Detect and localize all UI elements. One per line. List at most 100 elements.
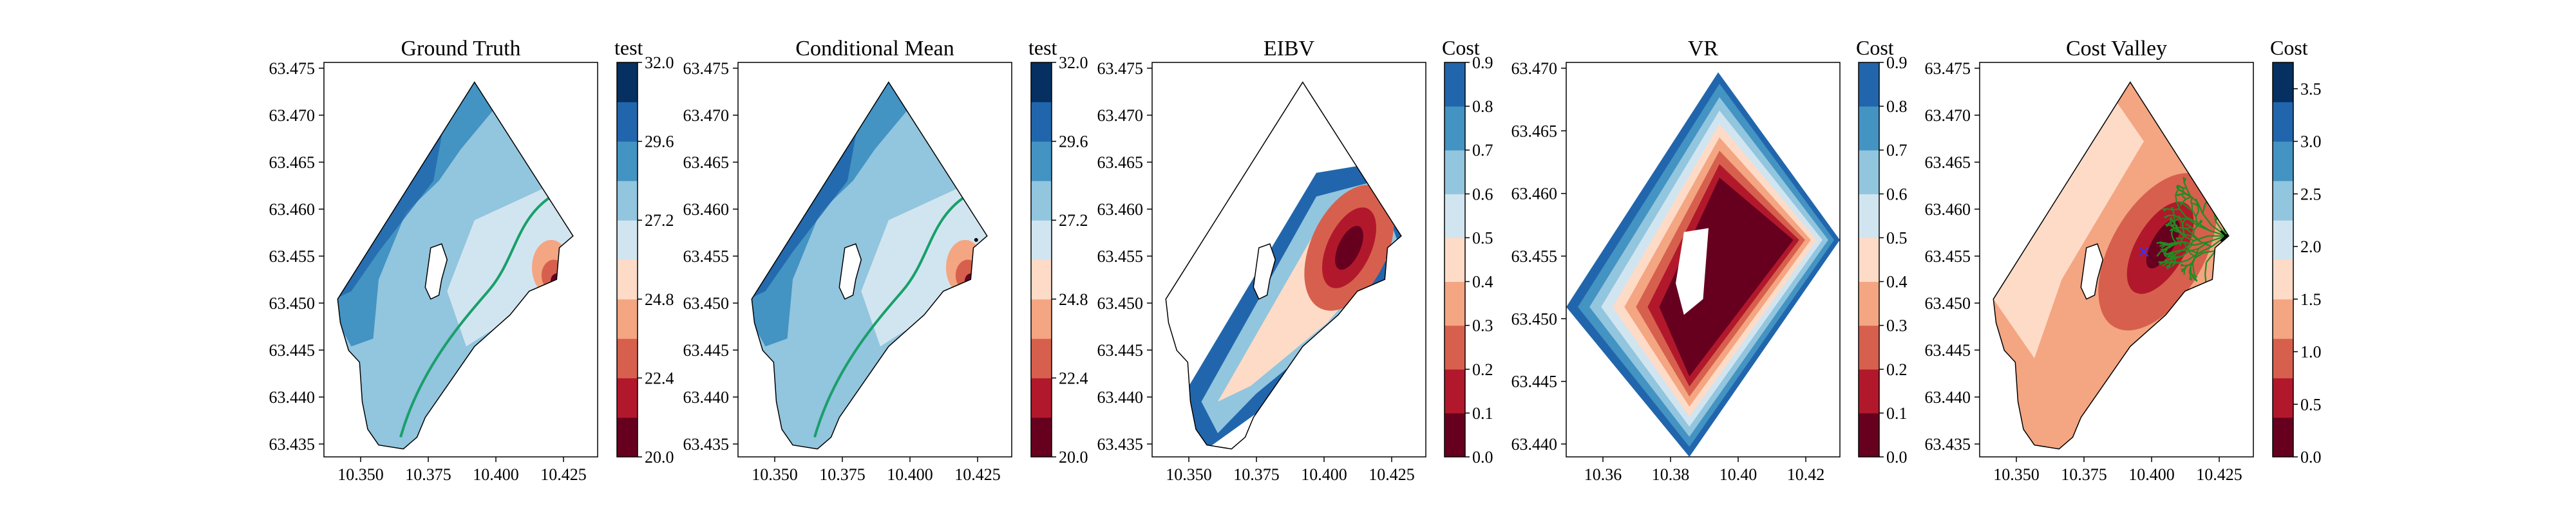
colorbar-label-4-5: 1.0 xyxy=(2300,343,2322,362)
ytick-label-0-8: 63.435 xyxy=(269,435,316,454)
path-tree-edge xyxy=(2224,185,2231,192)
path-tree-edge xyxy=(2216,297,2217,301)
path-tree-edge xyxy=(2223,295,2226,297)
ytick-label-0-4: 63.455 xyxy=(269,247,316,266)
panel-2: EIBV xyxy=(1152,37,1426,457)
ytick-label-1-4: 63.455 xyxy=(683,247,730,266)
colorbar-band-0-0 xyxy=(617,418,638,458)
ytick-label-1-8: 63.435 xyxy=(683,435,730,454)
path-tree-edge xyxy=(2172,230,2173,234)
path-tree-edge xyxy=(2216,185,2220,191)
xtick-label-1-3: 10.425 xyxy=(954,465,1001,484)
path-tree-edge xyxy=(2191,198,2192,201)
ytick-label-3-2: 63.460 xyxy=(1511,185,1558,203)
path-tree-edge xyxy=(2190,277,2191,280)
colorbar-label-3-3: 0.6 xyxy=(1886,185,1908,203)
colorbar-band-0-8 xyxy=(617,102,638,142)
ytick-label-1-7: 63.440 xyxy=(683,388,730,407)
colorbar-band-2-1 xyxy=(1444,369,1465,414)
path-tree-edge xyxy=(2218,186,2222,194)
path-tree-edge xyxy=(2217,296,2220,302)
path-tree-edge xyxy=(2225,186,2228,189)
path-tree-edge xyxy=(2236,192,2240,196)
colorbar-label-3-6: 0.3 xyxy=(1886,317,1908,335)
xtick-label-2-2: 10.400 xyxy=(1301,465,1347,484)
path-tree-edge xyxy=(2204,182,2208,183)
path-tree-edge xyxy=(2175,195,2176,201)
path-tree-edge xyxy=(2206,284,2212,288)
path-tree-edge xyxy=(2215,293,2216,297)
colorbar-band-3-0 xyxy=(1859,413,1879,458)
colorbar-band-4-3 xyxy=(2273,299,2293,339)
path-tree-edge xyxy=(2218,174,2221,180)
colorbar-band-1-0 xyxy=(1031,418,1052,458)
path-tree-edge xyxy=(2192,203,2195,204)
colorbar-band-3-1 xyxy=(1859,369,1879,414)
path-tree-edge xyxy=(2164,245,2170,246)
path-tree-edge xyxy=(2221,199,2222,210)
path-tree-edge xyxy=(2231,183,2233,186)
colorbar-band-0-1 xyxy=(617,378,638,418)
path-tree-edge xyxy=(2213,202,2219,203)
colorbar-band-4-4 xyxy=(2273,260,2293,300)
path-tree-edge xyxy=(2220,290,2224,293)
ytick-label-2-7: 63.440 xyxy=(1097,388,1144,407)
path-tree-edge xyxy=(2221,207,2226,219)
panel-title-1: Conditional Mean xyxy=(795,37,954,60)
path-tree-edge xyxy=(2213,202,2217,205)
path-tree-edge xyxy=(2198,206,2199,211)
path-tree-edge xyxy=(2219,203,2224,204)
colorbar-label-2-1: 0.8 xyxy=(1472,97,1493,116)
ytick-label-2-4: 63.455 xyxy=(1097,247,1144,266)
path-tree-edge xyxy=(2225,168,2229,172)
panel-title-4: Cost Valley xyxy=(2066,37,2167,60)
path-tree-edge xyxy=(2214,293,2217,297)
ytick-label-2-2: 63.465 xyxy=(1097,153,1144,172)
path-tree-edge xyxy=(2241,179,2244,182)
path-tree-edge xyxy=(2237,179,2239,184)
path-tree-edge xyxy=(2231,182,2239,185)
xtick-label-1-1: 10.375 xyxy=(819,465,866,484)
path-tree-edge xyxy=(2206,284,2209,292)
path-tree-edge xyxy=(2215,171,2218,174)
path-tree-edge xyxy=(2193,270,2194,275)
panel-4: Cost Valley xyxy=(1980,37,2253,457)
path-tree-edge xyxy=(2231,182,2232,186)
colorbar-title-2: Cost xyxy=(1442,36,1480,59)
path-tree-edge xyxy=(2202,180,2207,181)
path-tree-edge xyxy=(2222,300,2224,304)
colorbar-label-1-0: 32.0 xyxy=(1059,53,1088,72)
path-tree-edge xyxy=(2244,178,2248,180)
colorbar-label-1-1: 29.6 xyxy=(1059,133,1088,151)
colorbar-label-1-2: 27.2 xyxy=(1059,211,1088,230)
ytick-label-2-1: 63.470 xyxy=(1097,106,1144,125)
path-tree-edge xyxy=(2237,199,2240,201)
path-tree-edge xyxy=(2215,172,2219,175)
colorbar-band-3-2 xyxy=(1859,326,1879,370)
path-tree-edge xyxy=(2221,297,2223,300)
xtick-label-0-0: 10.350 xyxy=(337,465,384,484)
colorbar-label-0-1: 29.6 xyxy=(645,133,674,151)
path-tree-edge xyxy=(2224,185,2228,187)
colorbar-band-2-6 xyxy=(1444,150,1465,194)
path-tree-edge xyxy=(2240,187,2242,192)
path-tree-edge xyxy=(2221,201,2222,210)
xtick-label-2-0: 10.350 xyxy=(1166,465,1212,484)
xtick-label-0-1: 10.375 xyxy=(405,465,451,484)
xtick-label-1-0: 10.350 xyxy=(752,465,798,484)
path-tree-edge xyxy=(2207,180,2213,181)
path-tree-edge xyxy=(2215,186,2217,188)
colorbar-label-3-4: 0.5 xyxy=(1886,228,1908,247)
path-tree-edge xyxy=(2213,195,2216,207)
path-tree-edge xyxy=(2225,174,2228,177)
path-tree-edge xyxy=(2211,293,2214,298)
path-tree-edge xyxy=(2219,175,2223,178)
ytick-label-4-8: 63.435 xyxy=(1925,435,1971,454)
waypoint-marker-0 xyxy=(1992,382,2001,391)
path-tree-edge xyxy=(2234,201,2238,203)
path-tree-edge xyxy=(2222,300,2224,303)
xtick-label-3-0: 10.36 xyxy=(1584,465,1622,484)
path-tree-edge xyxy=(2213,279,2214,288)
colorbar-band-2-8 xyxy=(1444,62,1465,107)
